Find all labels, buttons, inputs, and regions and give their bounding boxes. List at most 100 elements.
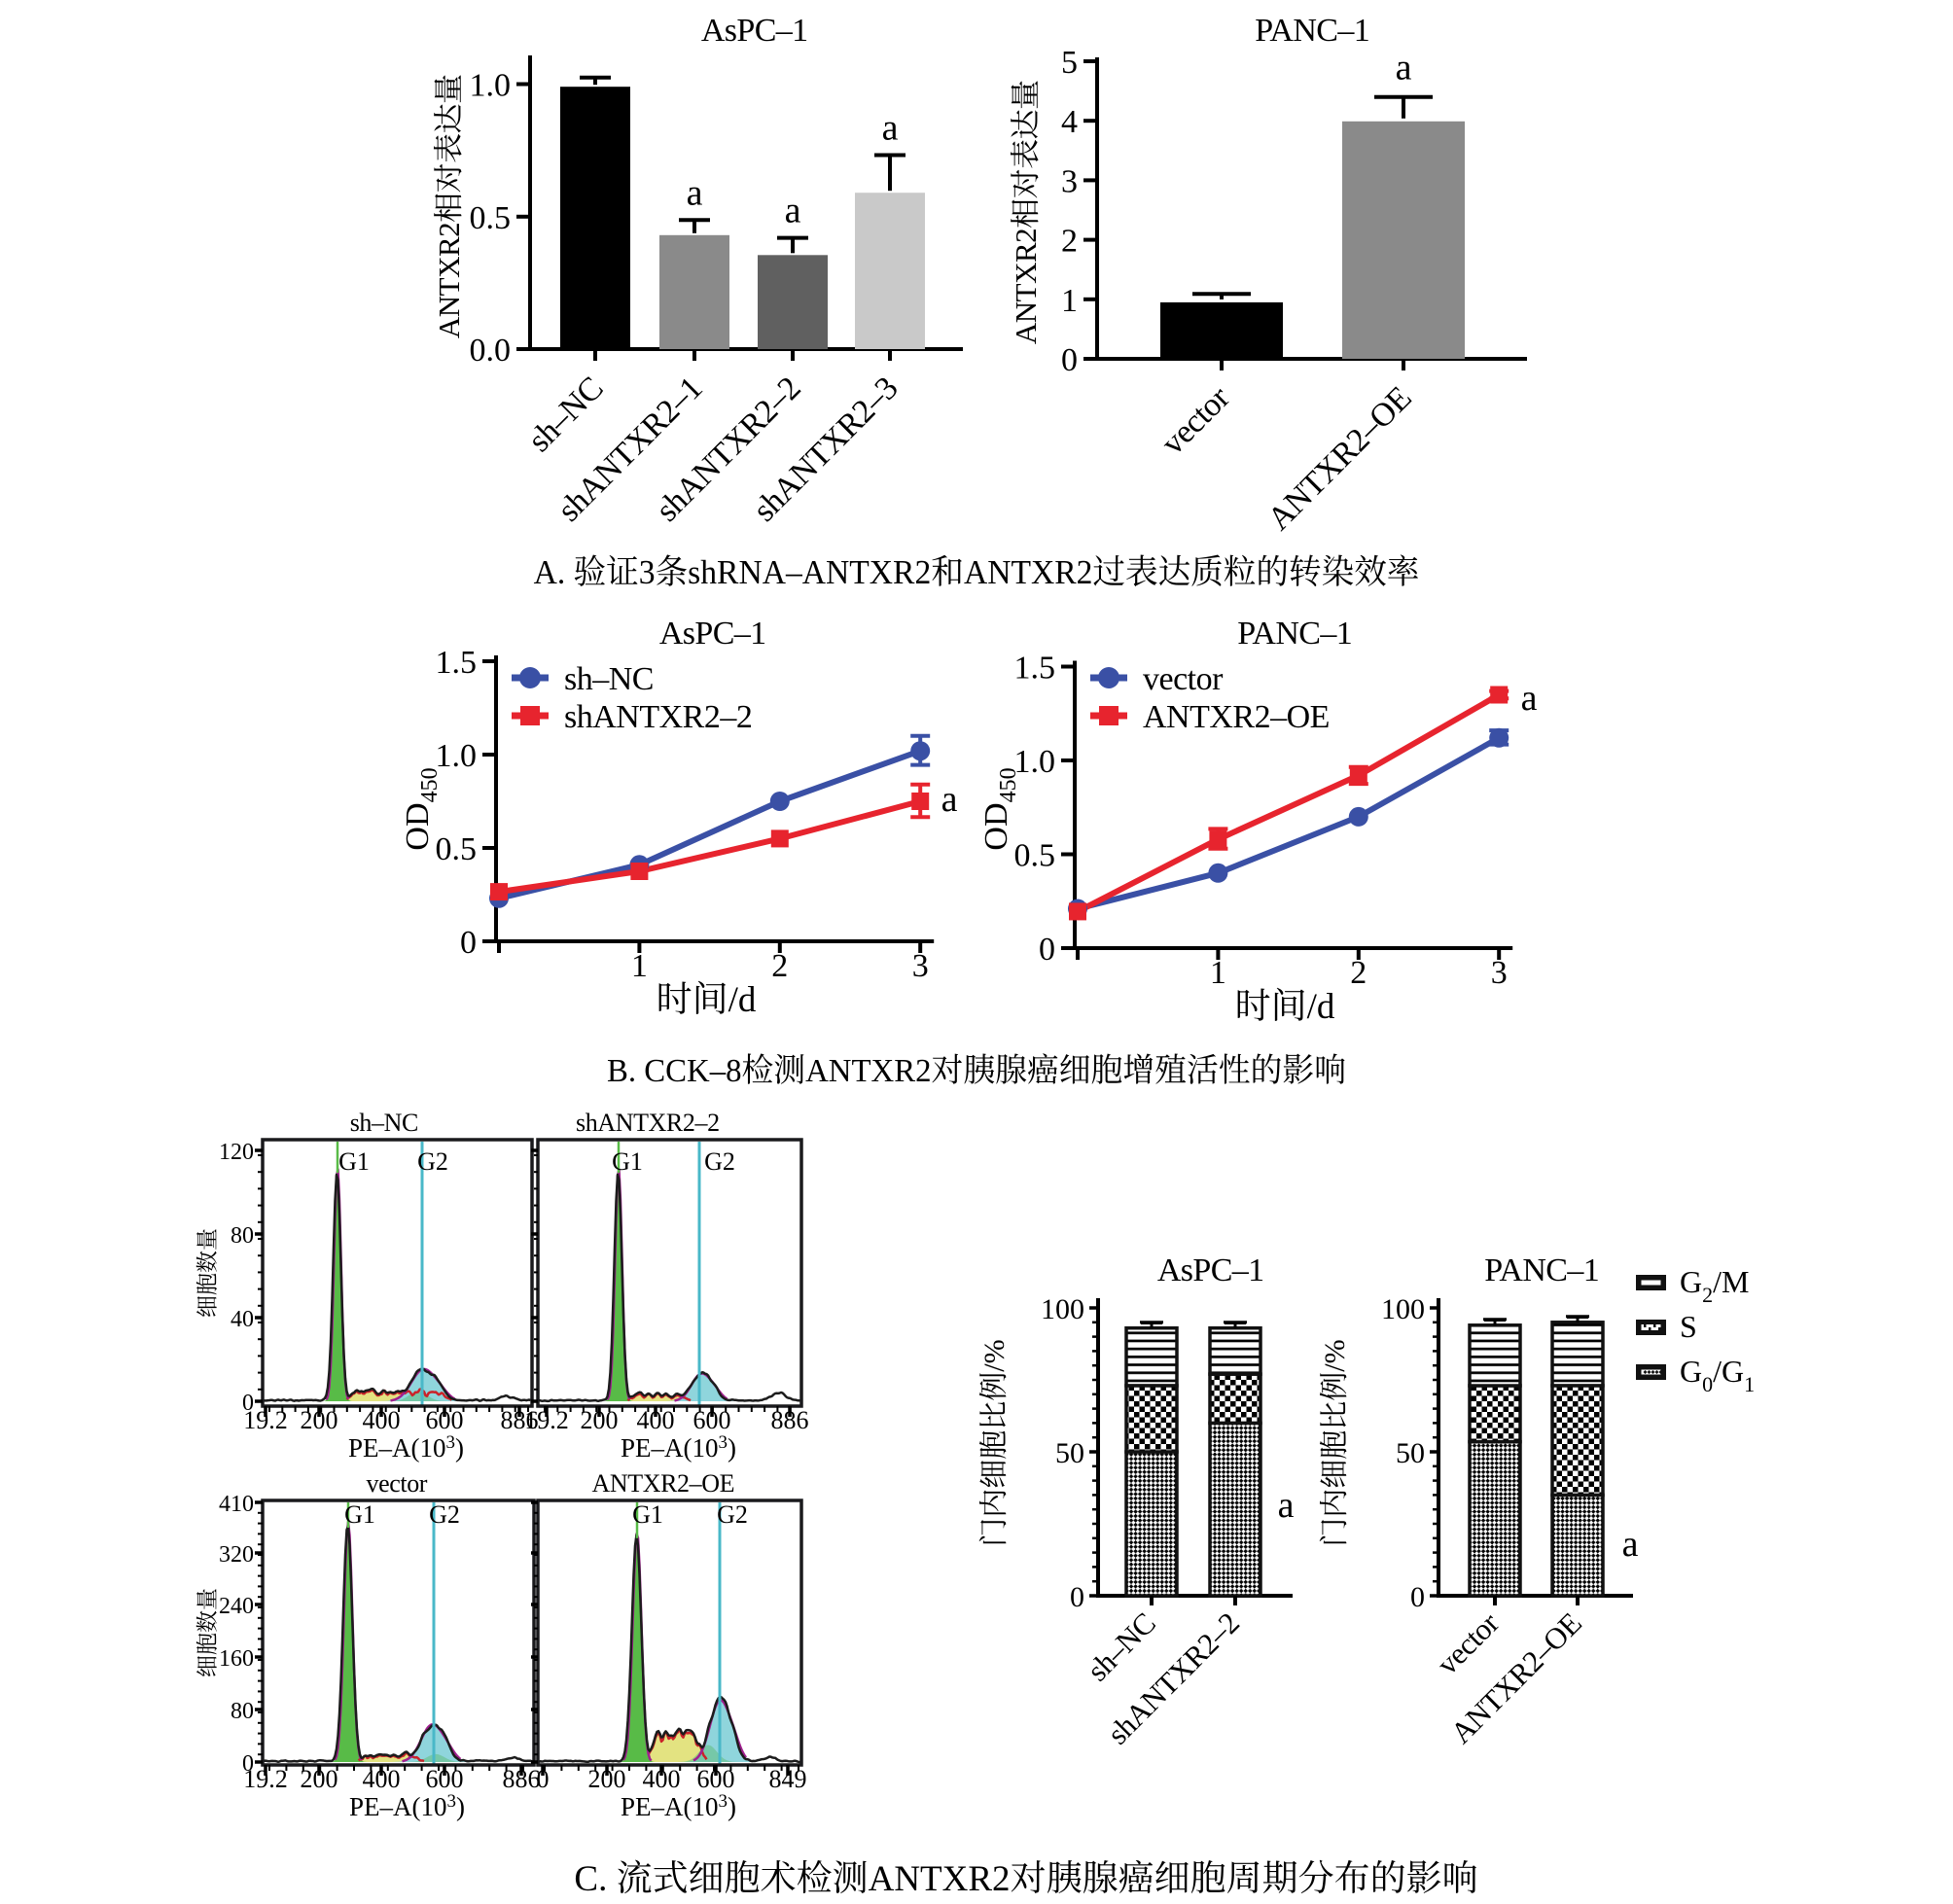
svg-text:a: a (941, 779, 958, 820)
svg-text:1: 1 (1210, 955, 1226, 991)
svg-text:C.: C. (574, 1859, 616, 1899)
svg-text:40: 40 (231, 1307, 254, 1332)
svg-text:0: 0 (1702, 1372, 1713, 1396)
svg-text:G1: G1 (632, 1500, 663, 1529)
svg-text:): ) (728, 1433, 736, 1463)
svg-text:160: 160 (219, 1646, 254, 1672)
svg-text:400: 400 (643, 1765, 681, 1793)
svg-text:sh–NC: sh–NC (564, 661, 654, 697)
svg-text:886: 886 (501, 1406, 539, 1434)
svg-text:1: 1 (1061, 283, 1078, 319)
svg-text:/d: /d (728, 980, 757, 1020)
svg-text:PANC–1: PANC–1 (1237, 616, 1352, 652)
svg-text:400: 400 (637, 1406, 675, 1434)
svg-text:2: 2 (1061, 224, 1078, 260)
svg-text:50: 50 (1396, 1437, 1425, 1469)
svg-text:80: 80 (231, 1223, 254, 1249)
svg-text:AsPC–1: AsPC–1 (1157, 1252, 1264, 1288)
svg-text:240: 240 (219, 1594, 254, 1619)
svg-text:G: G (1680, 1354, 1702, 1389)
svg-text:1.0: 1.0 (1014, 744, 1056, 780)
svg-text:1.0: 1.0 (470, 68, 512, 104)
svg-text:AsPC–1: AsPC–1 (701, 13, 808, 49)
svg-text:2: 2 (1350, 955, 1367, 991)
svg-text:a: a (1278, 1485, 1295, 1526)
svg-text:3: 3 (446, 1432, 456, 1453)
svg-text:sh–NC: sh–NC (521, 370, 610, 459)
svg-text:G2: G2 (417, 1147, 448, 1176)
svg-text:/M: /M (1713, 1264, 1749, 1299)
svg-text:ANTXR2: ANTXR2 (964, 553, 1092, 591)
svg-text:G1: G1 (338, 1147, 370, 1176)
svg-text:19.2: 19.2 (524, 1406, 569, 1434)
svg-text:600: 600 (426, 1406, 464, 1434)
svg-text:1: 1 (631, 948, 648, 984)
svg-text:200: 200 (581, 1406, 619, 1434)
svg-text:vector: vector (1430, 1605, 1506, 1681)
svg-text:50: 50 (1055, 1437, 1084, 1469)
svg-text:shANTXR2–2: shANTXR2–2 (564, 699, 752, 735)
svg-text:3: 3 (1061, 163, 1078, 199)
svg-text:a: a (687, 172, 703, 213)
svg-text:410: 410 (219, 1492, 254, 1517)
svg-text:PANC–1: PANC–1 (1484, 1252, 1599, 1288)
svg-text:3: 3 (1491, 955, 1508, 991)
svg-text:sh–NC: sh–NC (1081, 1606, 1162, 1688)
svg-text:ANTXR2: ANTXR2 (869, 1859, 1011, 1899)
svg-text:120: 120 (219, 1140, 254, 1165)
svg-text:200: 200 (301, 1406, 338, 1434)
svg-text:ANTXR2–OE: ANTXR2–OE (1261, 380, 1418, 538)
svg-text:): ) (456, 1792, 465, 1821)
svg-text:0: 0 (1070, 1581, 1084, 1613)
svg-text:1.5: 1.5 (1014, 651, 1056, 687)
svg-text:): ) (455, 1433, 464, 1463)
svg-text:B. CCK–8: B. CCK–8 (607, 1052, 742, 1089)
svg-text:G2: G2 (429, 1500, 460, 1529)
svg-text:0.0: 0.0 (470, 333, 512, 369)
svg-text:200: 200 (588, 1765, 626, 1793)
svg-text:G1: G1 (344, 1500, 375, 1529)
svg-text:ANTXR2–OE: ANTXR2–OE (592, 1469, 735, 1498)
svg-text:vector: vector (367, 1469, 428, 1498)
svg-text:/d: /d (1307, 987, 1335, 1027)
svg-text:100: 100 (1041, 1293, 1084, 1325)
svg-text:100: 100 (1381, 1293, 1425, 1325)
svg-text:OD: OD (400, 802, 436, 850)
svg-text:ANTXR2: ANTXR2 (1009, 229, 1043, 344)
svg-text:80: 80 (231, 1699, 254, 1724)
svg-text:): ) (728, 1792, 736, 1821)
svg-text:0.5: 0.5 (470, 200, 512, 236)
svg-text:849: 849 (769, 1765, 807, 1793)
svg-text:ANTXR2: ANTXR2 (805, 1052, 931, 1089)
svg-text:5: 5 (1061, 45, 1078, 81)
svg-text:vector: vector (1143, 661, 1224, 697)
svg-text:4: 4 (1061, 104, 1078, 140)
svg-text:a: a (785, 191, 801, 231)
svg-text:0: 0 (1410, 1581, 1425, 1613)
svg-text:PE–A(10: PE–A(10 (621, 1433, 719, 1463)
svg-text:1.5: 1.5 (436, 645, 478, 681)
svg-text:A.: A. (534, 553, 574, 591)
svg-text:3: 3 (719, 1432, 728, 1453)
svg-text:3: 3 (447, 1791, 457, 1812)
svg-text:S: S (1680, 1309, 1697, 1344)
svg-text:600: 600 (426, 1765, 464, 1793)
svg-text:0.5: 0.5 (1014, 838, 1056, 874)
svg-text:a: a (1396, 48, 1412, 88)
svg-text:/%: /% (978, 1339, 1011, 1371)
svg-text:19.2: 19.2 (243, 1765, 288, 1793)
svg-text:ANTXR2–OE: ANTXR2–OE (1143, 699, 1330, 735)
svg-text:600: 600 (697, 1765, 735, 1793)
svg-text:AsPC–1: AsPC–1 (659, 616, 766, 652)
svg-text:450: 450 (417, 767, 443, 802)
svg-text:ANTXR2: ANTXR2 (432, 223, 466, 338)
svg-text:G2: G2 (717, 1500, 748, 1529)
svg-text:2: 2 (1702, 1283, 1713, 1307)
svg-text:0: 0 (537, 1765, 550, 1793)
svg-text:886: 886 (503, 1765, 541, 1793)
svg-text:a: a (1521, 678, 1538, 719)
svg-text:1: 1 (1744, 1372, 1755, 1396)
svg-text:PE–A(10: PE–A(10 (348, 1433, 446, 1463)
svg-text:400: 400 (363, 1406, 401, 1434)
svg-text:0: 0 (1039, 932, 1055, 968)
